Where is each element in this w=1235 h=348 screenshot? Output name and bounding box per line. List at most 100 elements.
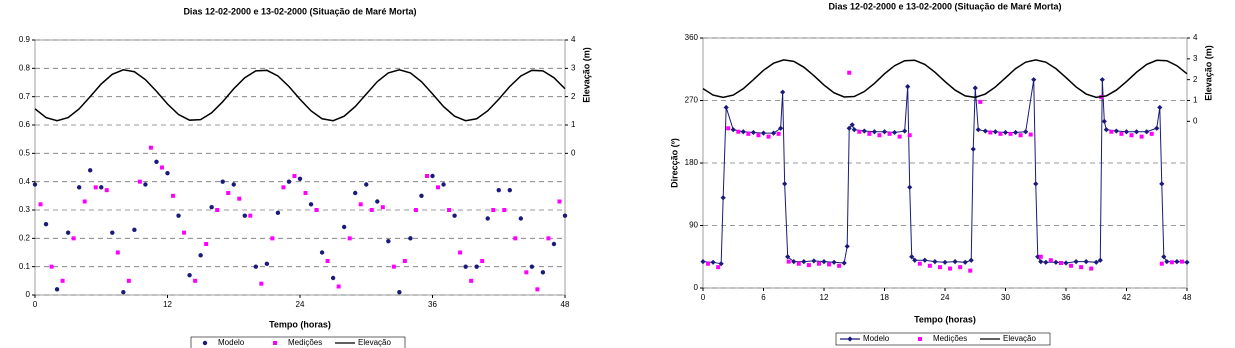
point [38,202,43,207]
point [716,265,721,270]
plot-area [34,39,566,296]
point [978,99,983,104]
series-line [702,59,1188,99]
point [176,213,181,218]
point [861,128,867,134]
point [314,208,319,212]
point [231,182,236,187]
point [887,131,892,136]
point [518,216,524,221]
y-tick-label: 0 [694,283,699,292]
point [182,230,187,235]
point [413,208,418,212]
point [49,264,54,269]
point [1093,259,1099,265]
point [1031,77,1037,83]
x-tick-label: 48 [561,300,570,309]
y-tick-label: 0.4 [19,177,31,186]
point [918,337,922,341]
point [1033,181,1039,187]
point [353,190,358,196]
point [292,174,297,178]
legend-box [835,332,1051,346]
point [1159,181,1165,187]
legend-label: Elevação [358,338,391,347]
y-tick-label: 0.6 [19,120,31,129]
point [1038,254,1043,259]
point [297,176,303,182]
x-tick-label: 18 [880,293,889,302]
point [1179,259,1184,264]
point [1069,263,1074,268]
point [1058,261,1063,265]
point [801,259,807,265]
point [557,199,562,204]
point [358,202,363,207]
point [982,128,988,134]
point [1063,260,1069,266]
y2-tick-label: 2 [1193,75,1198,84]
point [917,261,922,266]
point [988,130,993,135]
point [1028,132,1033,137]
point [968,268,973,273]
point [766,134,771,139]
point [76,185,82,190]
point [782,181,788,187]
point [909,254,915,260]
point [303,191,308,195]
point [275,210,281,216]
point [502,208,507,212]
point [942,259,948,265]
point [1038,259,1044,265]
point [281,185,286,190]
point [209,204,214,210]
point [535,287,540,292]
point [760,130,767,136]
point [958,265,963,270]
point [912,257,918,263]
x-axis-label: Tempo (horas) [914,314,976,324]
point [562,213,568,218]
point [485,216,490,221]
x-tick-label: 0 [701,293,706,302]
point [474,264,479,269]
y-tick-label: 0.7 [19,92,31,101]
y2-tick-label: 4 [571,35,576,44]
chart: Dias 12-02-2000 e 13-02-2000 (Situação d… [19,6,591,348]
legend-label: Modelo [863,334,890,343]
chart-title: Dias 12-02-2000 e 13-02-2000 (Situação d… [828,1,1061,11]
point [1174,259,1180,265]
point [204,242,209,246]
point [1149,131,1154,136]
point [369,208,374,212]
point [1018,133,1023,138]
point [776,131,781,136]
point [1164,259,1170,265]
point [932,259,938,265]
point [325,259,330,263]
point [65,230,71,235]
point [706,261,711,266]
point [253,264,259,269]
x-axis-label: Tempo (horas) [269,319,331,329]
point [132,227,137,233]
point [1139,134,1144,139]
point [424,174,429,178]
point [126,278,131,283]
y2-tick-label: 3 [1193,54,1198,63]
x-tick-label: 6 [761,293,766,302]
point [1089,266,1094,271]
point [165,170,170,176]
y-tick-label: 0.9 [19,35,31,44]
y2-tick-label: 0 [571,148,576,157]
point [992,129,999,135]
point [540,270,546,275]
point [148,145,153,150]
point [93,185,98,190]
point [968,257,974,263]
point [881,129,888,135]
point [811,258,817,264]
point [198,253,203,258]
point [1159,261,1164,266]
